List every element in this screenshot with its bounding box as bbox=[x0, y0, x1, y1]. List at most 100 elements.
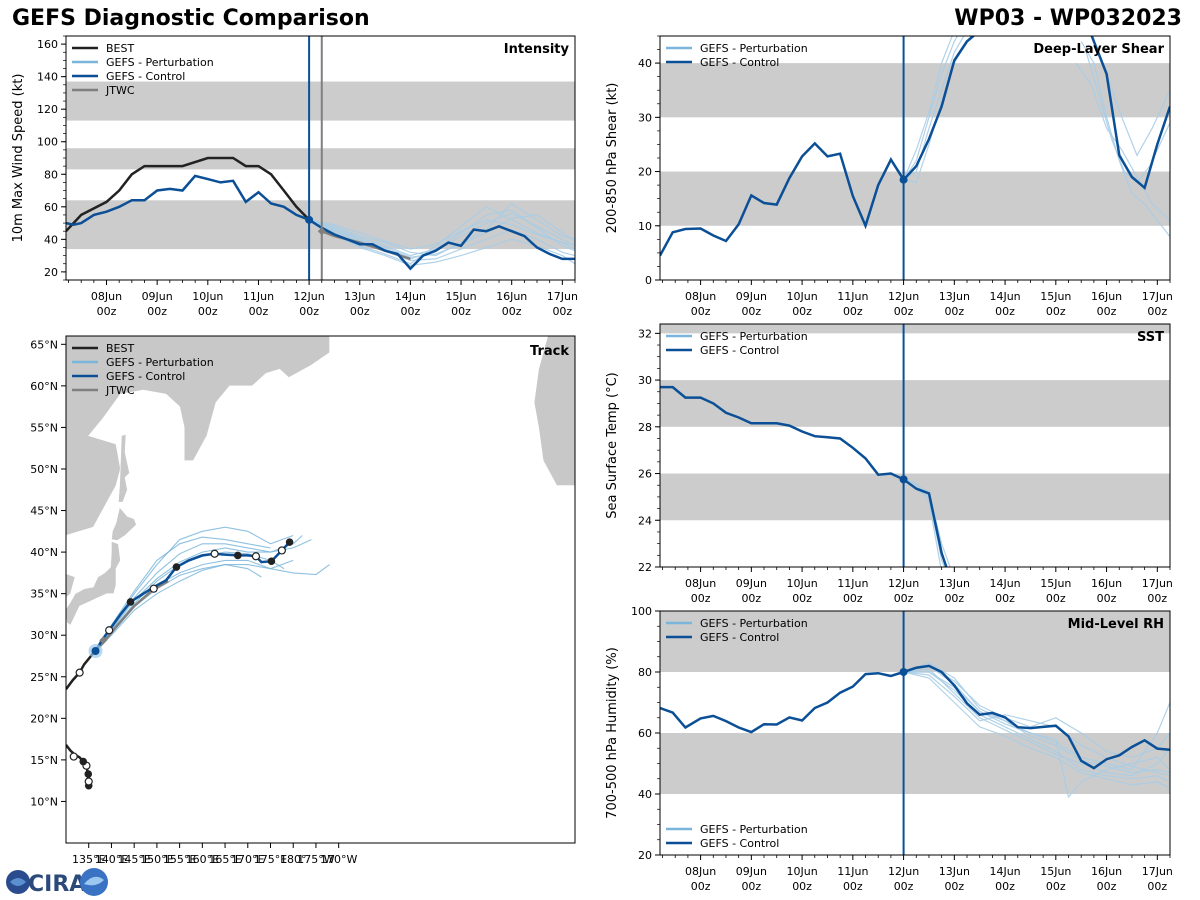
shear-xtick-sublabel: 00z bbox=[741, 305, 761, 318]
shear-xtick-sublabel: 00z bbox=[1147, 305, 1167, 318]
rh-xtick-sublabel: 00z bbox=[792, 880, 812, 893]
intensity-perturbation-line bbox=[308, 219, 575, 267]
figure-title-left: GEFS Diagnostic Comparison bbox=[12, 6, 370, 31]
track-control-marker-open bbox=[251, 552, 261, 561]
shear-xtick-label: 09Jun bbox=[736, 290, 767, 303]
track-ytick-label: 30°N bbox=[30, 629, 58, 642]
sst-band bbox=[660, 473, 1170, 521]
rh-xtick-label: 08Jun bbox=[685, 865, 716, 878]
shear-xtick-label: 16Jun bbox=[1091, 290, 1122, 303]
rh-perturbation-line bbox=[903, 671, 1170, 774]
shear-legend-label: GEFS - Control bbox=[700, 56, 779, 69]
track-control-marker-filled bbox=[172, 563, 181, 571]
intensity-xtick-sublabel: 00z bbox=[502, 305, 522, 318]
shear-ytick-label: 30 bbox=[638, 111, 652, 124]
shear-xtick-sublabel: 00z bbox=[944, 305, 964, 318]
intensity-xtick-sublabel: 00z bbox=[401, 305, 421, 318]
sst-band bbox=[660, 324, 1170, 334]
track-xtick-label: 170°E bbox=[231, 853, 264, 866]
shear-xtick-sublabel: 00z bbox=[843, 305, 863, 318]
intensity-legend-label: GEFS - Perturbation bbox=[106, 56, 214, 69]
shear-xtick-sublabel: 00z bbox=[1046, 305, 1066, 318]
cira-logo-wave-icon bbox=[84, 876, 104, 886]
sst-ylabel: Sea Surface Temp (°C) bbox=[605, 372, 620, 519]
intensity-xtick-label: 14Jun bbox=[395, 290, 426, 303]
cira-logo-text: CIRA bbox=[28, 872, 86, 897]
rh-perturbation-line bbox=[903, 671, 1170, 777]
shear-xtick-label: 13Jun bbox=[939, 290, 970, 303]
shear-xtick-sublabel: 00z bbox=[792, 305, 812, 318]
intensity-xtick-sublabel: 00z bbox=[249, 305, 269, 318]
rh-xtick-sublabel: 00z bbox=[1147, 880, 1167, 893]
track-ytick-label: 65°N bbox=[30, 338, 58, 351]
intensity-xtick-sublabel: 00z bbox=[198, 305, 218, 318]
sst-xtick-label: 09Jun bbox=[736, 577, 767, 590]
sst-xtick-sublabel: 00z bbox=[1046, 592, 1066, 605]
track-control-marker-filled bbox=[126, 598, 135, 606]
rh-perturbation-line bbox=[903, 671, 1170, 789]
rh-xtick-sublabel: 00z bbox=[843, 880, 863, 893]
track-jtwc-marker bbox=[99, 636, 108, 645]
sst-xtick-sublabel: 00z bbox=[995, 592, 1015, 605]
track-ytick-label: 60°N bbox=[30, 380, 58, 393]
rh-control-line bbox=[660, 664, 1170, 770]
rh-xtick-sublabel: 00z bbox=[691, 880, 711, 893]
track-best-marker-open bbox=[69, 752, 78, 761]
intensity-band bbox=[66, 81, 575, 121]
rh-init-marker bbox=[899, 668, 908, 676]
intensity-xtick-label: 15Jun bbox=[445, 290, 476, 303]
sst-xtick-sublabel: 00z bbox=[843, 592, 863, 605]
track-ytick-label: 10°N bbox=[30, 795, 58, 808]
shear-xtick-label: 17Jun bbox=[1142, 290, 1173, 303]
shear-xtick-sublabel: 00z bbox=[1097, 305, 1117, 318]
cira-logo: CIRA bbox=[6, 868, 108, 897]
rh-xtick-label: 10Jun bbox=[786, 865, 817, 878]
sst-xtick-label: 10Jun bbox=[786, 577, 817, 590]
shear-ytick-label: 0 bbox=[645, 274, 652, 287]
track-control-marker-filled bbox=[267, 557, 276, 566]
land-mass bbox=[66, 336, 330, 536]
rh-xtick-sublabel: 00z bbox=[995, 880, 1015, 893]
shear-xtick-label: 15Jun bbox=[1040, 290, 1071, 303]
cira-logo-swirl-icon bbox=[10, 878, 26, 886]
track-ytick-label: 55°N bbox=[30, 421, 58, 434]
intensity-perturbation-line bbox=[308, 219, 575, 250]
shear-legend-label: GEFS - Perturbation bbox=[700, 42, 808, 55]
intensity-xtick-sublabel: 00z bbox=[552, 305, 572, 318]
rh-xtick-label: 12Jun bbox=[888, 865, 919, 878]
rh-xtick-sublabel: 00z bbox=[944, 880, 964, 893]
track-perturbation-line bbox=[95, 564, 262, 652]
intensity-xtick-label: 16Jun bbox=[496, 290, 527, 303]
track-ytick-label: 20°N bbox=[30, 712, 58, 725]
sst-band bbox=[660, 380, 1170, 427]
track-ytick-label: 25°N bbox=[30, 671, 58, 684]
rh-xtick-sublabel: 00z bbox=[741, 880, 761, 893]
shear-xtick-label: 12Jun bbox=[888, 290, 919, 303]
track-xtick-label: 160°E bbox=[186, 853, 219, 866]
intensity-ytick-label: 80 bbox=[44, 168, 58, 181]
land-mass bbox=[66, 535, 76, 599]
rh-perturbation-line bbox=[903, 662, 1170, 771]
track-perturbation-line bbox=[95, 559, 294, 652]
track-perturbation-line bbox=[95, 536, 271, 652]
track-control-marker-filled bbox=[233, 551, 242, 560]
intensity-ytick-label: 20 bbox=[44, 266, 58, 279]
track-control-marker-open bbox=[105, 626, 114, 635]
sst-plot-area bbox=[660, 324, 1170, 567]
rh-lower-legend-label: GEFS - Control bbox=[700, 837, 779, 850]
intensity-ytick-label: 140 bbox=[37, 71, 58, 84]
track-xtick-label: 180° bbox=[280, 853, 307, 866]
track-best-marker-filled bbox=[84, 770, 93, 778]
sst-xtick-sublabel: 00z bbox=[792, 592, 812, 605]
figure-title-right: WP03 - WP032023 bbox=[954, 6, 1182, 31]
sst-xtick-sublabel: 00z bbox=[1097, 592, 1117, 605]
track-xtick-label: 150°E bbox=[140, 853, 173, 866]
sst-xtick-sublabel: 00z bbox=[894, 592, 914, 605]
track-frame bbox=[65, 335, 576, 844]
sst-ytick-label: 22 bbox=[638, 561, 652, 574]
rh-ylabel: 700-500 hPa Humidity (%) bbox=[605, 647, 620, 819]
shear-ytick-label: 10 bbox=[638, 220, 652, 233]
track-control-marker-open bbox=[277, 546, 286, 555]
intensity-init-marker bbox=[305, 215, 314, 224]
shear-xtick-label: 08Jun bbox=[685, 290, 716, 303]
